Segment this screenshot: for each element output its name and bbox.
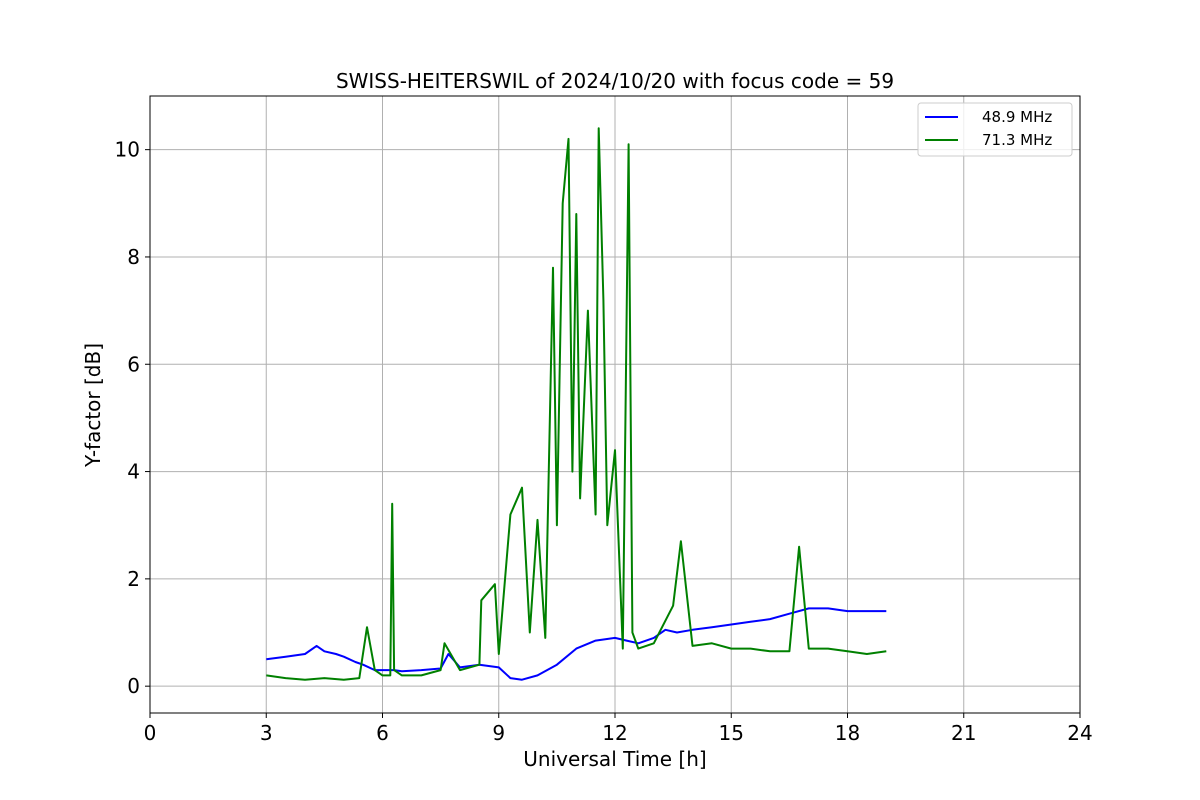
y-tick-label: 2 [127, 567, 140, 591]
y-tick-label: 10 [115, 138, 140, 162]
legend-label-1: 71.3 MHz [982, 131, 1052, 149]
x-tick-label: 15 [719, 721, 744, 745]
legend: 48.9 MHz 71.3 MHz [917, 102, 1073, 157]
y-tick-label: 8 [127, 245, 140, 269]
series-line-1 [266, 127, 887, 681]
legend-label-0: 48.9 MHz [982, 108, 1052, 126]
x-tick-label: 12 [602, 721, 627, 745]
chart-title: SWISS-HEITERSWIL of 2024/10/20 with focu… [336, 69, 894, 93]
y-tick-label: 4 [127, 460, 140, 484]
series-layer [266, 127, 887, 681]
x-tick-label: 18 [835, 721, 860, 745]
x-tick-label: 21 [951, 721, 976, 745]
x-axis-label: Universal Time [h] [523, 747, 706, 771]
x-axis-ticks: 0 3 6 9 12 15 18 21 24 [144, 713, 1093, 745]
x-tick-label: 3 [260, 721, 273, 745]
x-tick-label: 24 [1067, 721, 1092, 745]
x-tick-label: 6 [376, 721, 389, 745]
y-tick-label: 0 [127, 674, 140, 698]
y-axis-label: Y-factor [dB] [81, 343, 105, 468]
series-line-0 [266, 607, 887, 681]
x-tick-label: 0 [144, 721, 157, 745]
x-tick-label: 9 [492, 721, 505, 745]
y-tick-label: 6 [127, 352, 140, 376]
y-axis-ticks: 0 2 4 6 8 10 [115, 138, 150, 698]
